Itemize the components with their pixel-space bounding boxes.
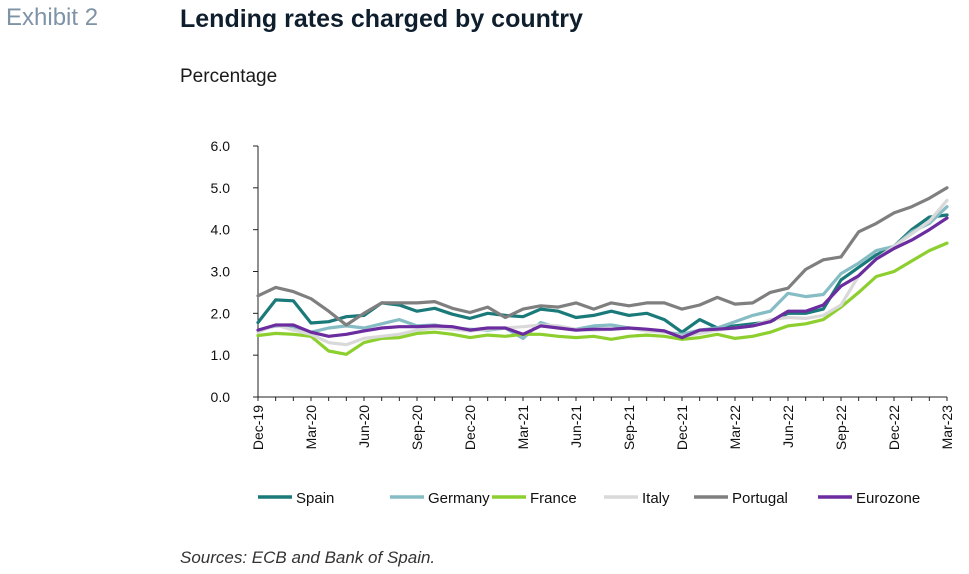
chart-axes: 0.0 1.0 2.0 3.0 4.0 5.0 6.0 Dec-19 Mar-20 Jun-20 S… xyxy=(211,138,955,450)
series-line-portugal xyxy=(256,186,949,327)
y-tick-label: 6.0 xyxy=(211,138,231,154)
y-tick-label: 2.0 xyxy=(211,305,231,321)
x-tick-label: Jun-22 xyxy=(780,405,796,448)
chart-legend: Spain Germany France Italy Portugal Eurozone xyxy=(258,490,920,507)
y-tick-label: 3.0 xyxy=(211,264,231,280)
legend-label-france: France xyxy=(530,490,577,507)
x-tick-label: Sep-22 xyxy=(833,405,849,450)
y-tick-label: 5.0 xyxy=(211,180,231,196)
series-line-eurozone xyxy=(256,216,949,340)
y-tick-label: 0.0 xyxy=(211,389,231,405)
x-tick-label: Jun-20 xyxy=(356,405,372,448)
chart-title: Lending rates charged by country xyxy=(180,5,583,33)
x-tick-label: Dec-22 xyxy=(886,405,902,450)
exhibit-label: Exhibit 2 xyxy=(6,4,99,31)
x-tick-label: Mar-21 xyxy=(515,405,531,450)
x-tick-label: Jun-21 xyxy=(568,405,584,448)
x-tick-label: Sep-21 xyxy=(621,405,637,450)
legend-label-portugal: Portugal xyxy=(732,490,788,507)
x-tick-label: Mar-23 xyxy=(939,405,955,450)
series-line-germany xyxy=(256,205,949,340)
series-line-france xyxy=(256,241,949,356)
x-tick-label: Sep-20 xyxy=(409,405,425,450)
legend-label-germany: Germany xyxy=(428,490,490,507)
chart-subtitle: Percentage xyxy=(180,66,278,87)
y-tick-label: 4.0 xyxy=(211,222,231,238)
source-note: Sources: ECB and Bank of Spain. xyxy=(180,548,436,567)
legend-label-eurozone: Eurozone xyxy=(856,490,920,507)
x-tick-label: Mar-20 xyxy=(303,405,319,450)
x-tick-label: Dec-21 xyxy=(674,405,690,450)
legend-label-spain: Spain xyxy=(296,490,334,507)
chart-series xyxy=(256,186,949,356)
x-tick-label: Mar-22 xyxy=(727,405,743,450)
x-tick-label: Dec-19 xyxy=(250,405,266,450)
legend-label-italy: Italy xyxy=(642,490,670,507)
y-tick-label: 1.0 xyxy=(211,347,231,363)
x-tick-label: Dec-20 xyxy=(462,405,478,450)
